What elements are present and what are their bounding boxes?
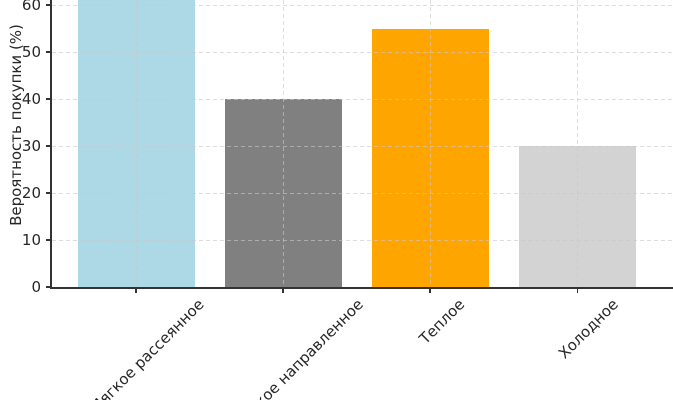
v-gridline-1: [135, 0, 137, 287]
h-gridline-50: [52, 51, 673, 53]
x-tick-label-2: Жесткое направленное: [221, 295, 368, 400]
x-tick-label-3: Теплое: [415, 295, 469, 348]
y-tick-mark-30: [46, 145, 52, 147]
x-tick-label-4: Холодное: [555, 295, 623, 363]
y-tick-mark-50: [46, 51, 52, 53]
y-tick-label-20: 20: [21, 184, 41, 202]
y-tick-mark-10: [46, 239, 52, 241]
y-tick-mark-0: [46, 286, 52, 288]
y-tick-label-30: 30: [21, 137, 41, 155]
h-gridline-60: [52, 4, 673, 6]
x-tick-label-1: Мягкое рассеянное: [86, 295, 208, 400]
y-tick-label-50: 50: [21, 43, 41, 61]
h-gridline-10: [52, 239, 673, 241]
x-tick-mark-2: [282, 287, 285, 293]
h-gridline-30: [52, 145, 673, 147]
h-gridline-20: [52, 192, 673, 194]
x-tick-mark-3: [429, 287, 432, 293]
y-axis-spine: [50, 0, 52, 289]
y-tick-mark-40: [46, 98, 52, 100]
x-axis-spine: [50, 287, 673, 289]
v-gridline-3: [429, 0, 431, 287]
v-gridline-2: [282, 0, 284, 287]
x-tick-mark-1: [135, 287, 137, 293]
y-tick-label-0: 0: [31, 278, 41, 296]
y-tick-label-40: 40: [21, 90, 41, 108]
h-gridline-40: [52, 98, 673, 100]
y-tick-mark-60: [46, 4, 52, 6]
v-gridline-4: [577, 0, 578, 287]
y-tick-label-60: 60: [21, 0, 41, 14]
y-tick-mark-20: [46, 192, 52, 194]
x-tick-mark-4: [576, 287, 579, 293]
y-tick-label-10: 10: [21, 231, 41, 249]
